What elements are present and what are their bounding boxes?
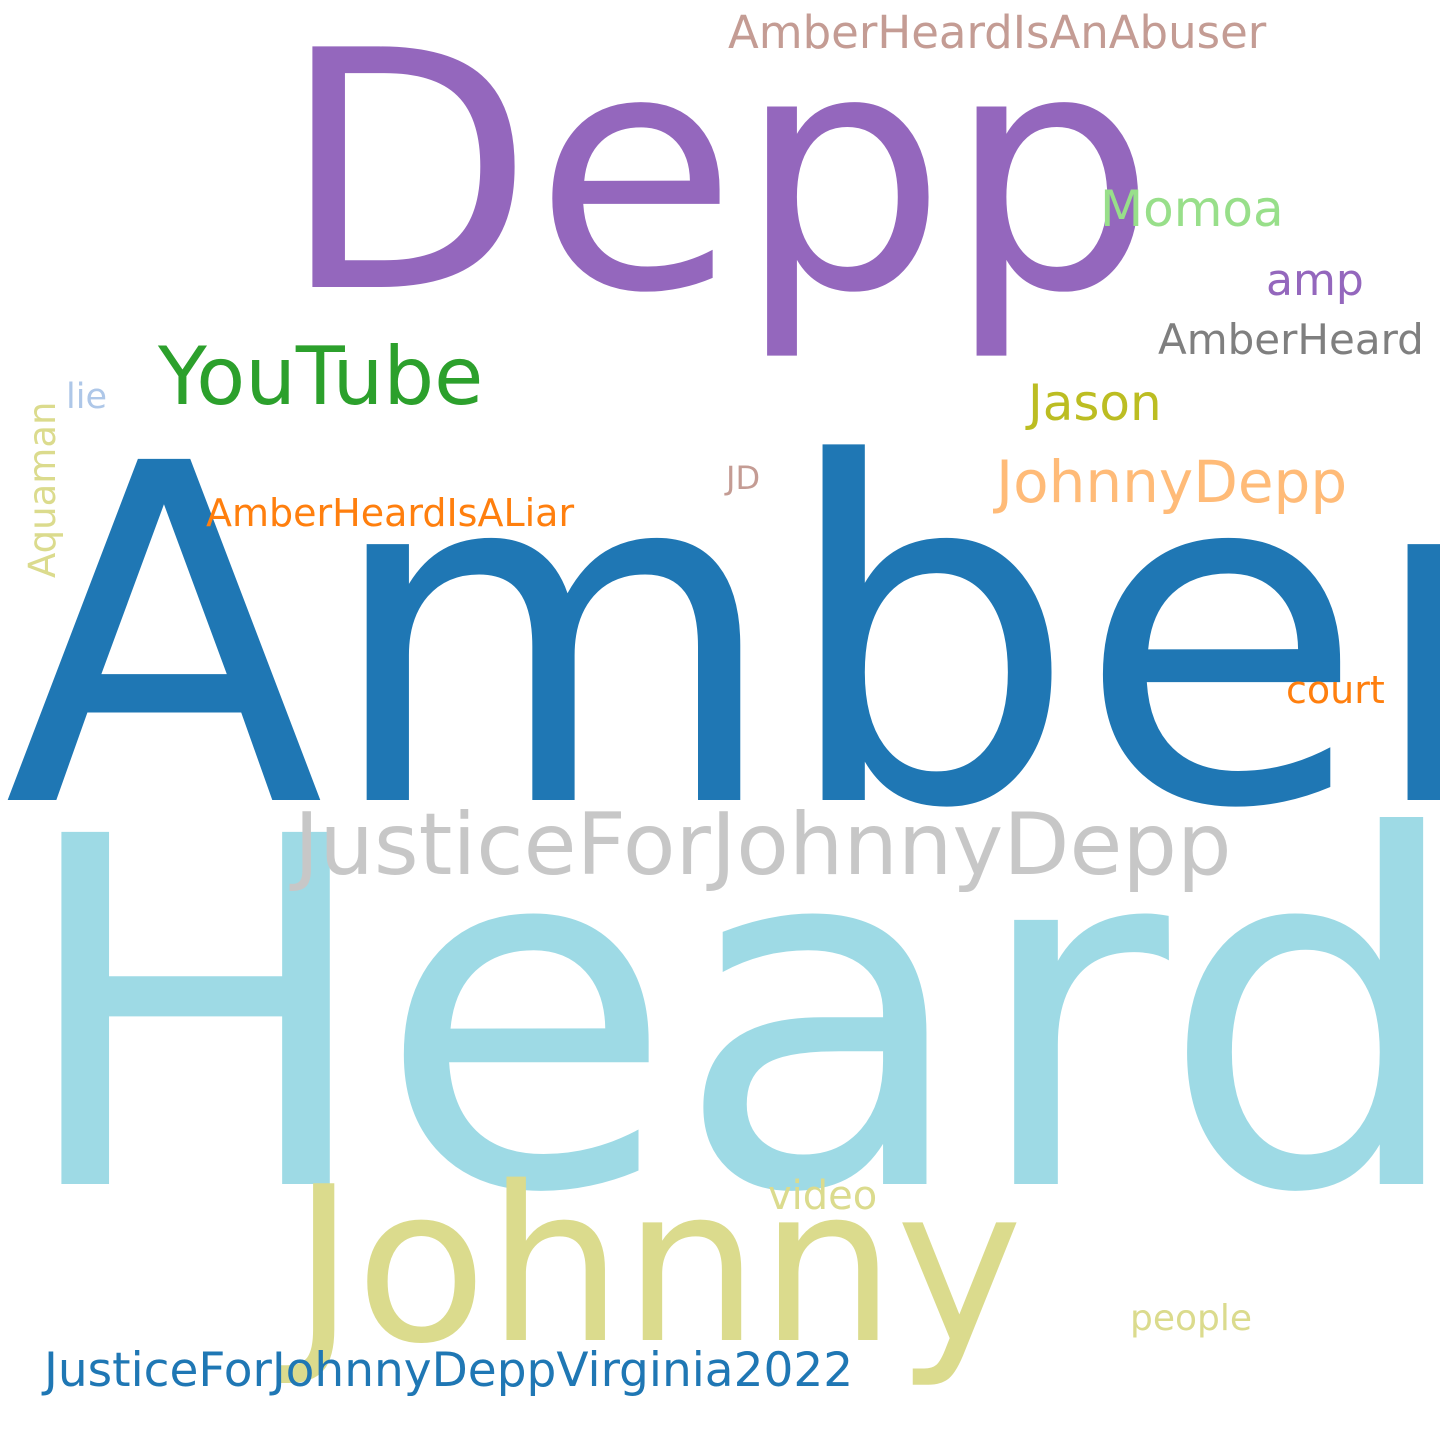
word-depp: Depp <box>280 0 1157 365</box>
word-justiceforjohnnydepp: JusticeForJohnnyDepp <box>294 795 1232 895</box>
word-johnny: Johnny <box>292 1140 1023 1391</box>
word-amber: Amber <box>4 367 1440 911</box>
word-video: video <box>768 1173 878 1219</box>
word-amberheard: AmberHeard <box>1158 315 1424 364</box>
word-heard: Heard <box>14 736 1440 1298</box>
word-amberheardisaliar: AmberHeardIsALiar <box>206 491 575 535</box>
word-court: court <box>1286 668 1385 712</box>
word-amberheardisanabuser: AmberHeardIsAnAbuser <box>728 6 1267 59</box>
word-justiceforjohnnydeppvirginia2022: JusticeForJohnnyDeppVirginia2022 <box>44 1343 854 1398</box>
word-johnnydepp: JohnnyDepp <box>996 448 1348 516</box>
word-lie: lie <box>66 377 107 417</box>
word-momoa: Momoa <box>1100 180 1284 238</box>
word-youtube: YouTube <box>158 330 484 423</box>
word-people: people <box>1130 1298 1253 1339</box>
word-aquaman: Aquaman <box>21 401 64 578</box>
word-amp: amp <box>1266 255 1364 306</box>
word-jason: Jason <box>1028 374 1162 432</box>
word-jd: JD <box>726 459 761 497</box>
